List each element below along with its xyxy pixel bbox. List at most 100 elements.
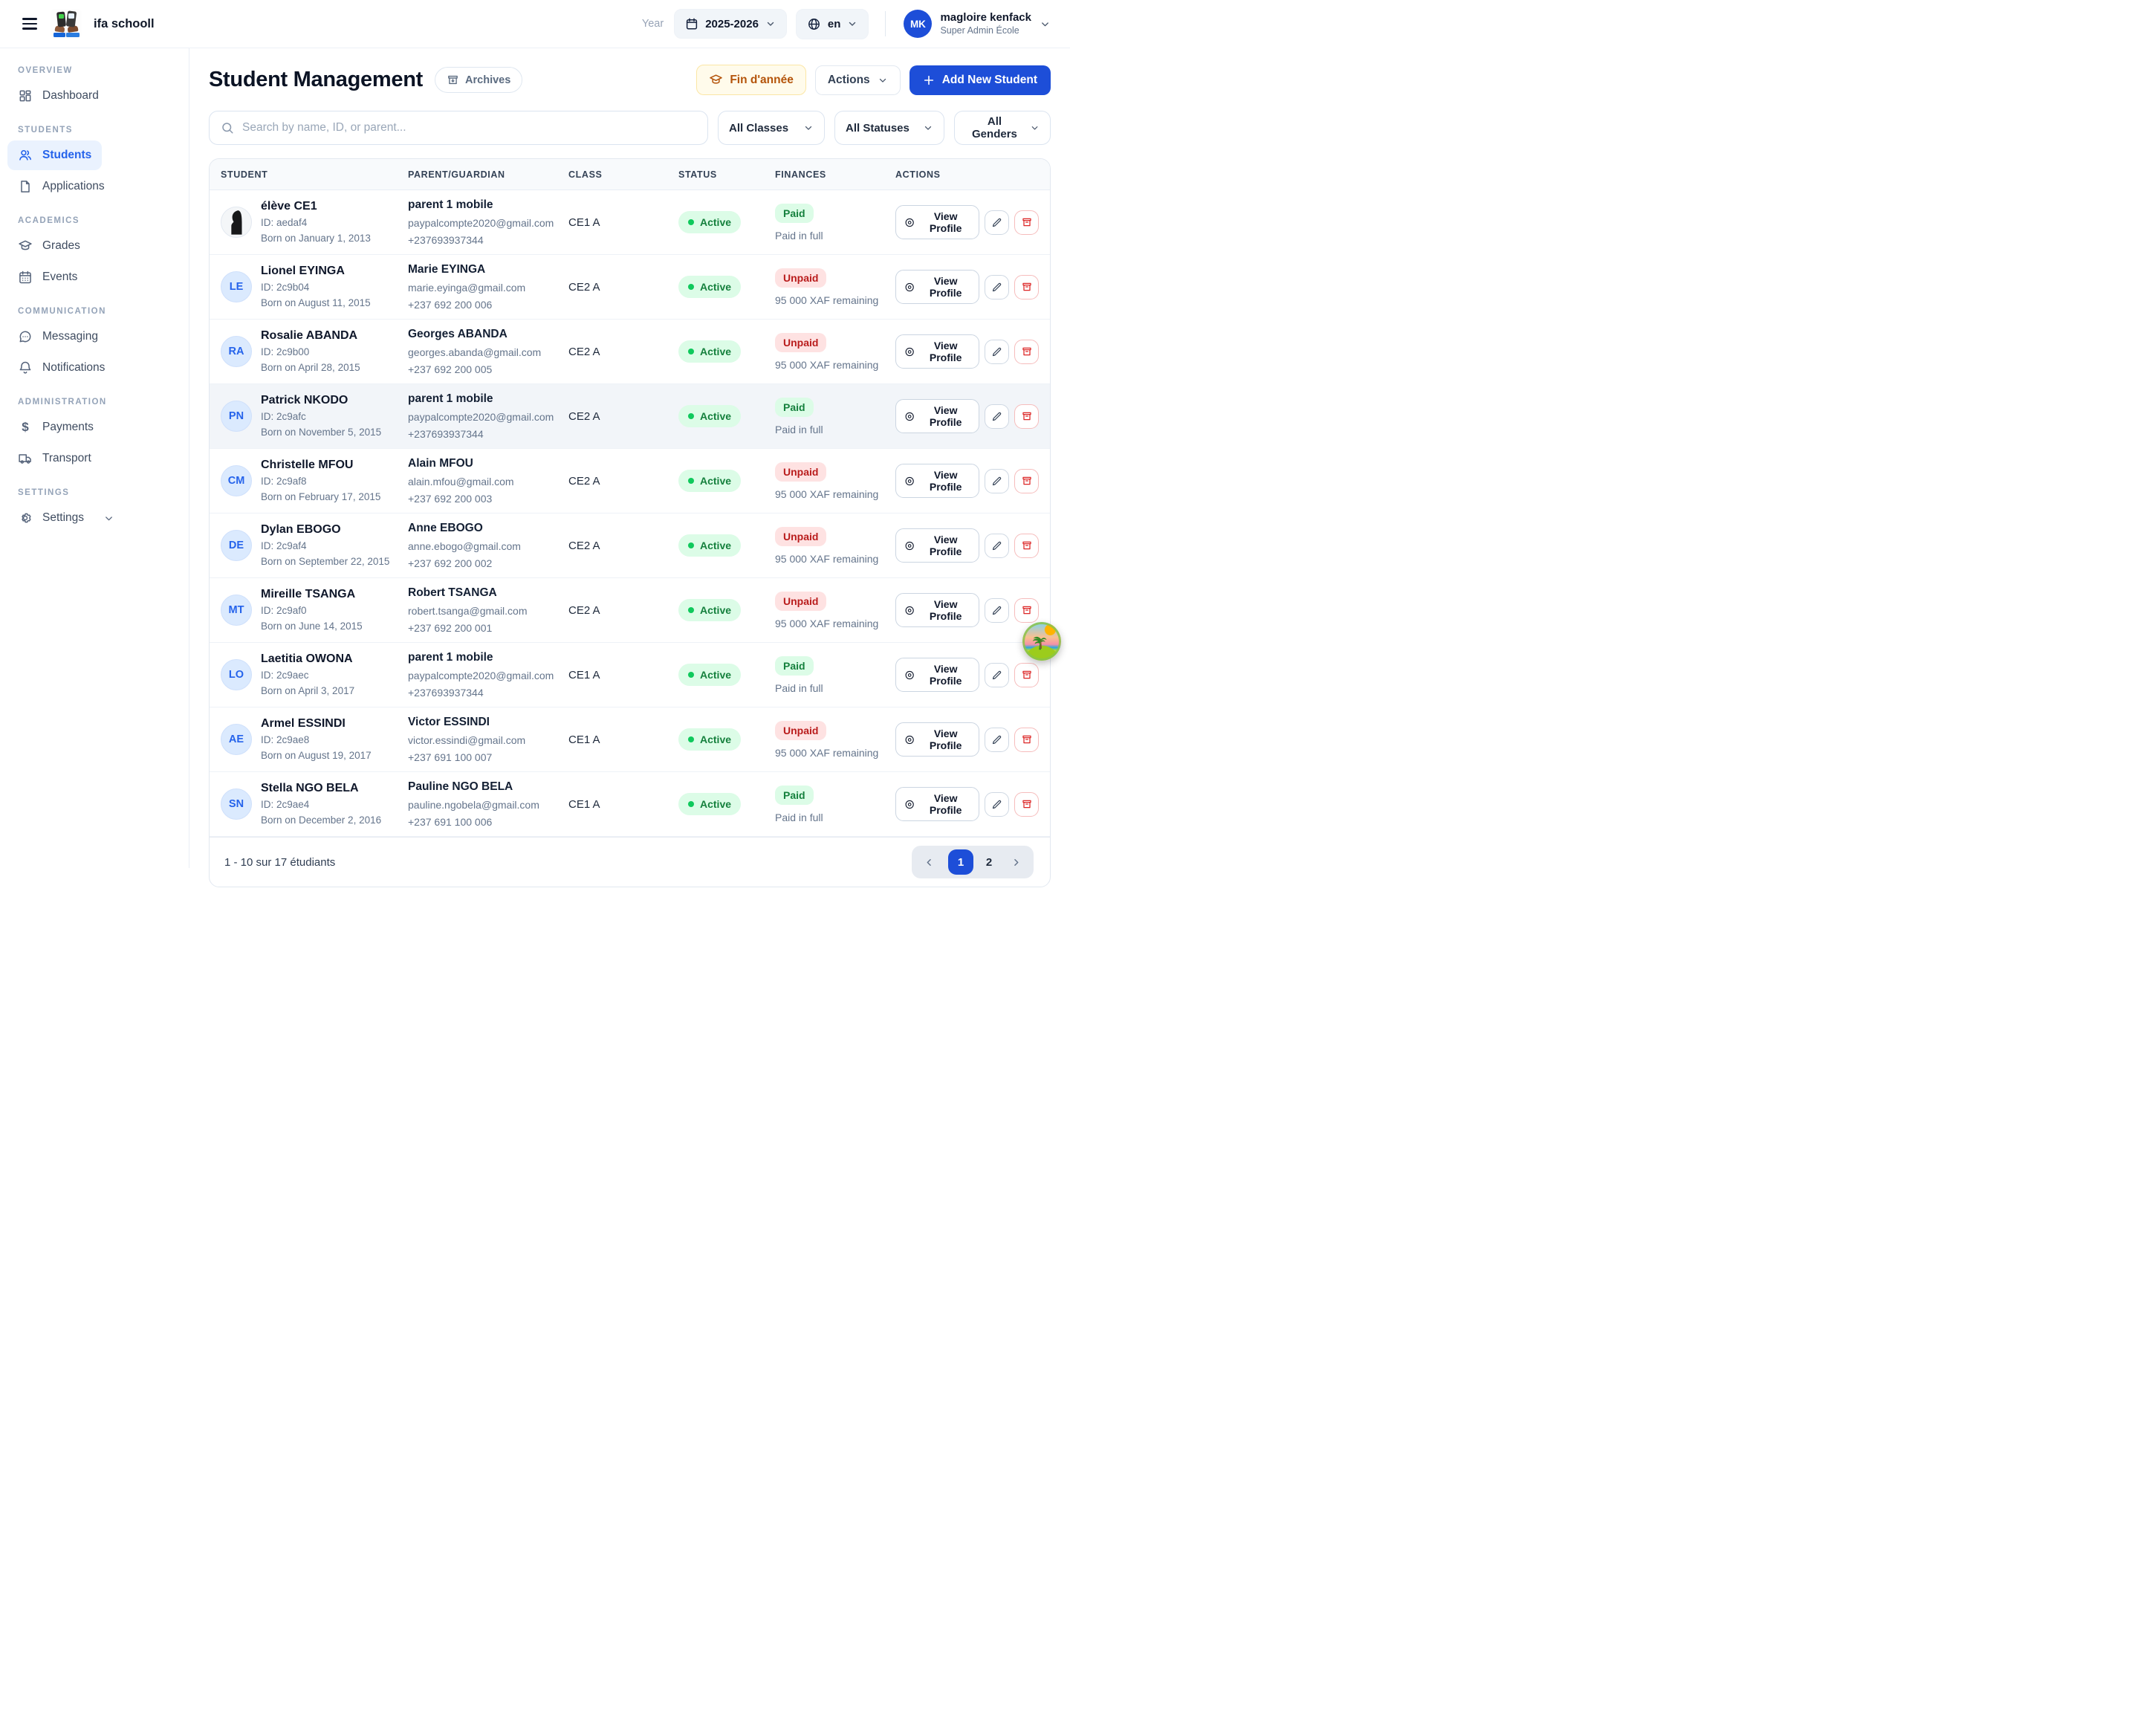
edit-button[interactable]: [985, 663, 1009, 687]
status-badge: Active: [678, 276, 741, 298]
edit-button[interactable]: [985, 598, 1009, 623]
delete-button[interactable]: [1014, 275, 1039, 299]
eye-icon: [904, 540, 915, 552]
table-row: LO Laetitia OWONA ID: 2c9aec Born on Apr…: [210, 643, 1050, 707]
view-profile-button[interactable]: View Profile: [895, 593, 979, 627]
sidebar-item-messaging[interactable]: Messaging: [7, 322, 108, 352]
view-profile-button[interactable]: View Profile: [895, 658, 979, 692]
edit-button[interactable]: [985, 534, 1009, 558]
user-menu[interactable]: MK magloire kenfack Super Admin École: [904, 10, 1051, 38]
calendar-icon: [18, 270, 33, 285]
view-profile-button[interactable]: View Profile: [895, 399, 979, 433]
parent-email: paypalcompte2020@gmail.com: [408, 410, 568, 424]
parent-name: parent 1 mobile: [408, 392, 568, 407]
sidebar-item-dashboard[interactable]: Dashboard: [7, 81, 109, 111]
student-avatar: LO: [221, 659, 252, 690]
year-label: Year: [642, 18, 664, 30]
delete-button[interactable]: [1014, 404, 1039, 429]
edit-button[interactable]: [985, 728, 1009, 752]
sidebar-item-transport[interactable]: Transport: [7, 444, 102, 473]
student-avatar: PN: [221, 401, 252, 432]
delete-button[interactable]: [1014, 469, 1039, 493]
archives-button[interactable]: Archives: [435, 67, 522, 93]
sidebar-item-notifications[interactable]: Notifications: [7, 353, 115, 383]
status-badge: Active: [678, 664, 741, 686]
delete-button[interactable]: [1014, 598, 1039, 623]
parent-name: Anne EBOGO: [408, 521, 568, 536]
finance-badge: Paid: [775, 204, 814, 223]
view-profile-button[interactable]: View Profile: [895, 528, 979, 563]
finance-note: Paid in full: [775, 682, 895, 694]
parent-phone: +237693937344: [408, 233, 568, 247]
student-birthdate: Born on August 19, 2017: [261, 749, 372, 762]
student-avatar: RA: [221, 336, 252, 367]
pencil-icon: [991, 217, 1002, 228]
delete-button[interactable]: [1014, 340, 1039, 364]
view-profile-button[interactable]: View Profile: [895, 722, 979, 757]
menu-icon[interactable]: [21, 15, 39, 32]
parent-phone: +237 692 200 005: [408, 363, 568, 376]
table-header-row: STUDENT PARENT/GUARDIAN CLASS STATUS FIN…: [210, 159, 1050, 190]
view-profile-button[interactable]: View Profile: [895, 787, 979, 821]
edit-button[interactable]: [985, 275, 1009, 299]
finance-note: 95 000 XAF remaining: [775, 553, 895, 565]
truck-icon: [18, 451, 33, 466]
parent-email: pauline.ngobela@gmail.com: [408, 798, 568, 812]
delete-button[interactable]: [1014, 792, 1039, 817]
student-class: CE1 A: [568, 798, 678, 811]
edit-button[interactable]: [985, 404, 1009, 429]
edit-button[interactable]: [985, 792, 1009, 817]
chevron-down-icon: [803, 123, 814, 133]
sidebar-item-grades[interactable]: Grades: [7, 231, 91, 261]
status-badge: Active: [678, 340, 741, 363]
parent-email: robert.tsanga@gmail.com: [408, 604, 568, 618]
sidebar-item-payments[interactable]: $ Payments: [7, 412, 104, 442]
column-header-class: CLASS: [568, 169, 678, 180]
sidebar-item-settings[interactable]: Settings: [7, 503, 125, 533]
island-theme-button[interactable]: [1022, 622, 1061, 661]
previous-page-button[interactable]: [921, 854, 938, 871]
view-profile-button[interactable]: View Profile: [895, 334, 979, 369]
add-new-student-button[interactable]: Add New Student: [910, 65, 1051, 95]
search-input[interactable]: [242, 121, 696, 135]
finance-note: 95 000 XAF remaining: [775, 359, 895, 371]
edit-button[interactable]: [985, 210, 1009, 235]
delete-button[interactable]: [1014, 534, 1039, 558]
page-button-1[interactable]: 1: [948, 849, 973, 875]
delete-button[interactable]: [1014, 210, 1039, 235]
year-selector[interactable]: 2025-2026: [674, 9, 787, 39]
fin-annee-button[interactable]: Fin d'année: [696, 65, 806, 95]
student-class: CE2 A: [568, 604, 678, 617]
view-profile-button[interactable]: View Profile: [895, 205, 979, 239]
delete-button[interactable]: [1014, 663, 1039, 687]
language-selector[interactable]: en: [796, 9, 869, 39]
sidebar-item-events[interactable]: Events: [7, 262, 88, 292]
next-page-button[interactable]: [1008, 854, 1025, 871]
status-filter[interactable]: All Statuses: [834, 111, 944, 145]
page-button-2[interactable]: 2: [981, 849, 997, 875]
table-footer: 1 - 10 sur 17 étudiants 12: [210, 837, 1050, 887]
class-filter[interactable]: All Classes: [718, 111, 825, 145]
pencil-icon: [991, 734, 1002, 745]
archive-trash-icon: [1021, 798, 1033, 810]
sidebar-item-applications[interactable]: Applications: [7, 172, 115, 201]
archive-trash-icon: [1021, 540, 1033, 551]
parent-name: Alain MFOU: [408, 456, 568, 471]
delete-button[interactable]: [1014, 728, 1039, 752]
table-row: SN Stella NGO BELA ID: 2c9ae4 Born on De…: [210, 772, 1050, 837]
sidebar-item-students[interactable]: Students: [7, 140, 102, 170]
view-profile-button[interactable]: View Profile: [895, 270, 979, 304]
palm-tree-icon: [1031, 630, 1053, 652]
student-name: Patrick NKODO: [261, 393, 381, 408]
gender-filter[interactable]: All Genders: [954, 111, 1051, 145]
actions-dropdown[interactable]: Actions: [815, 65, 901, 95]
status-badge: Active: [678, 211, 741, 233]
table-row: élève CE1 ID: aedaf4 Born on January 1, …: [210, 190, 1050, 255]
edit-button[interactable]: [985, 340, 1009, 364]
edit-button[interactable]: [985, 469, 1009, 493]
parent-email: georges.abanda@gmail.com: [408, 346, 568, 359]
parent-name: Georges ABANDA: [408, 327, 568, 342]
view-profile-button[interactable]: View Profile: [895, 464, 979, 498]
table-row: AE Armel ESSINDI ID: 2c9ae8 Born on Augu…: [210, 707, 1050, 772]
column-header-finances: FINANCES: [775, 169, 895, 180]
